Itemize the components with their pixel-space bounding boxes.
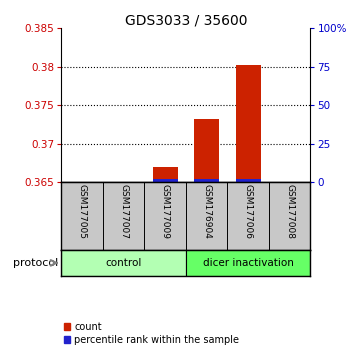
Title: GDS3033 / 35600: GDS3033 / 35600 [125,13,247,27]
Text: GSM177009: GSM177009 [161,184,170,239]
Bar [194,179,219,182]
Bar [186,250,310,276]
Bar [236,179,261,182]
Bar [236,65,261,182]
Legend: count, percentile rank within the sample: count, percentile rank within the sample [62,321,240,346]
Bar [153,179,178,182]
Text: GSM177005: GSM177005 [78,184,87,239]
Text: dicer inactivation: dicer inactivation [203,258,293,268]
Bar [61,250,186,276]
Text: GSM177008: GSM177008 [285,184,294,239]
Bar [153,167,178,182]
Text: protocol: protocol [13,258,61,268]
Text: GSM177007: GSM177007 [119,184,128,239]
Text: control: control [105,258,142,268]
Bar [194,119,219,182]
Text: GSM177006: GSM177006 [244,184,253,239]
Text: GSM176904: GSM176904 [202,184,211,239]
